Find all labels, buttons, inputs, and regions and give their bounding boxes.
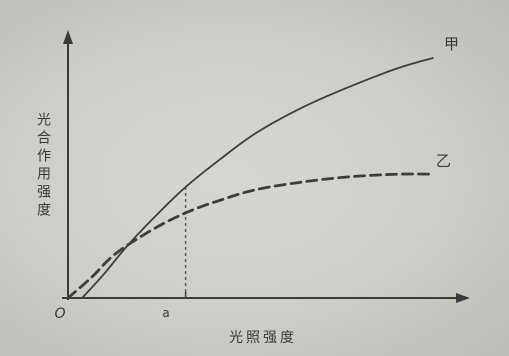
x-tick-label-a: a: [162, 306, 169, 320]
origin-label: O: [54, 306, 65, 322]
series-label-yi: 乙: [436, 152, 451, 170]
y-axis-arrow: [63, 30, 73, 44]
axes: [62, 30, 470, 303]
x-axis-arrow: [456, 293, 470, 303]
series-line-jia: [81, 57, 434, 299]
y-axis-label: 光合作用强度: [35, 112, 51, 220]
series-line-yi: [66, 172, 434, 300]
x-axis-label: 光照强度: [229, 330, 297, 346]
series-label-jia: 甲: [444, 35, 459, 53]
